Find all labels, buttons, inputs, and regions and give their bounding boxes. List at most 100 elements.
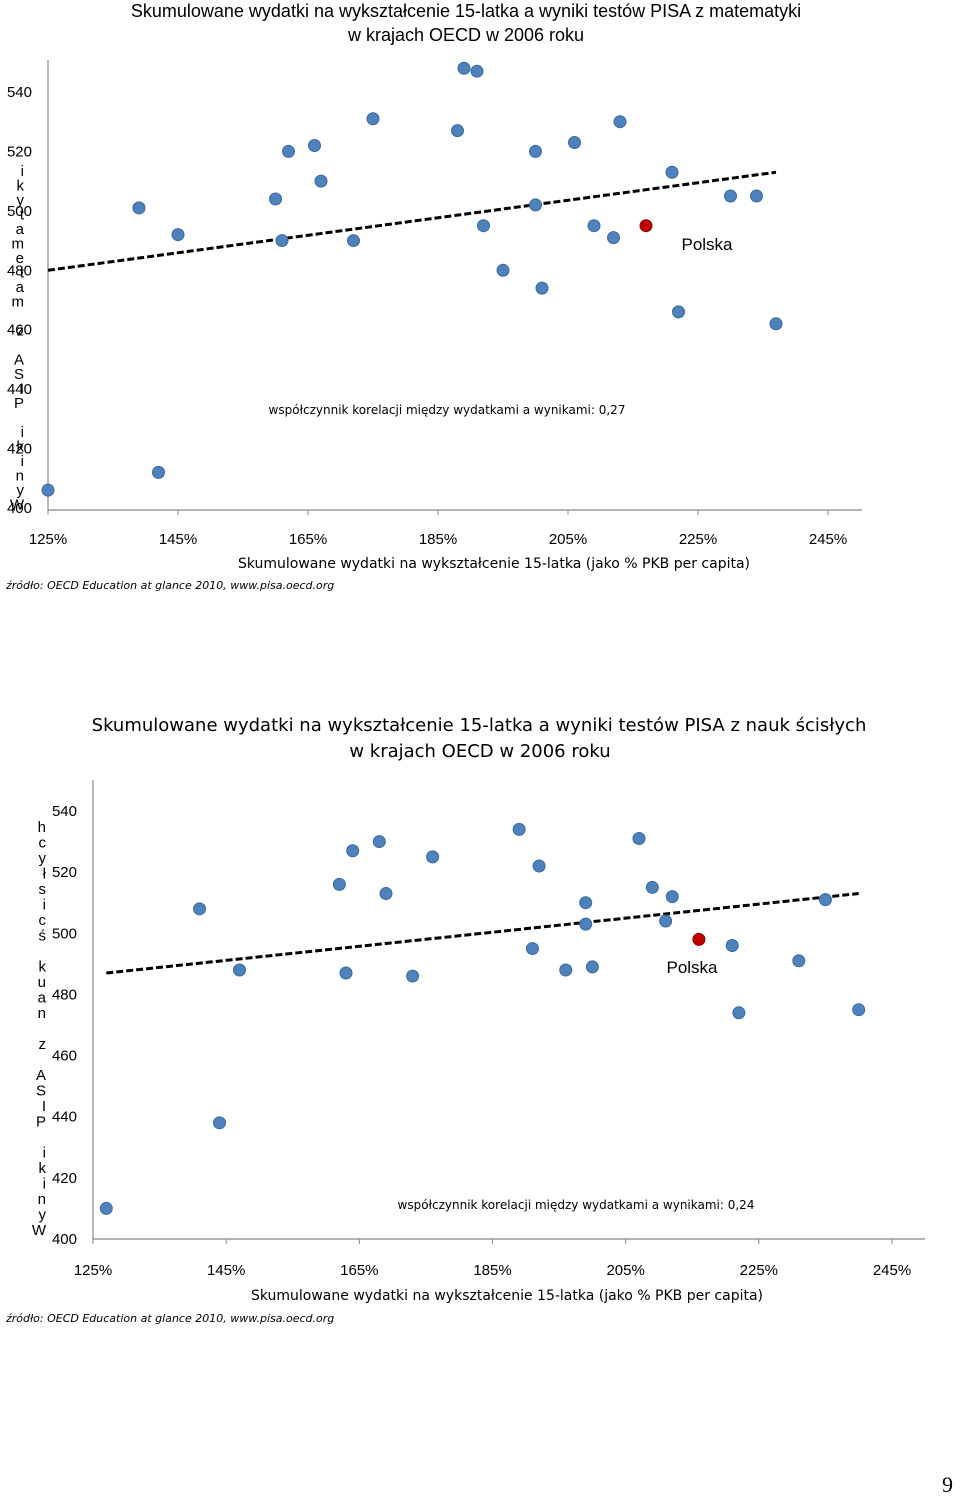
data-points bbox=[41, 61, 783, 497]
data-point bbox=[332, 877, 346, 891]
chart-title-line2: w krajach OECD w 2006 roku bbox=[347, 25, 584, 45]
data-point bbox=[275, 234, 289, 248]
y-axis-title-letter: a bbox=[38, 990, 47, 1007]
data-point bbox=[665, 165, 679, 179]
y-axis-title-letter: i bbox=[43, 1145, 46, 1162]
data-point bbox=[613, 115, 627, 129]
y-tick-label: 500 bbox=[7, 203, 32, 220]
data-point bbox=[41, 483, 55, 497]
data-point bbox=[672, 305, 685, 319]
trend-line bbox=[106, 892, 859, 975]
x-axis-title: Skumulowane wydatki na wykształcenie 15-… bbox=[238, 556, 750, 572]
y-tick-label: 520 bbox=[7, 143, 32, 160]
y-axis-title-letter: a bbox=[16, 221, 25, 238]
y-axis-title-letter: i bbox=[21, 163, 24, 180]
x-tick-label: 145% bbox=[207, 1262, 245, 1279]
chart-axes bbox=[92, 780, 925, 1244]
data-point bbox=[451, 124, 464, 138]
data-point bbox=[372, 835, 386, 849]
y-axis-title-letter: ś bbox=[39, 928, 47, 945]
chart-title-line1: Skumulowane wydatki na wykształcenie 15-… bbox=[92, 715, 867, 736]
highlight-point-polska bbox=[692, 932, 706, 946]
y-axis-title-letter: y bbox=[17, 192, 25, 209]
y-tick-label: 400 bbox=[7, 500, 32, 517]
y-axis-title-letter: m bbox=[12, 294, 25, 311]
data-point bbox=[529, 198, 542, 212]
source-note: źródło: OECD Education at glance 2010, w… bbox=[5, 1312, 334, 1325]
x-tick-label: 165% bbox=[340, 1262, 378, 1279]
data-point bbox=[269, 192, 282, 206]
x-tick-label: 225% bbox=[679, 531, 717, 548]
polska-label: Polska bbox=[681, 235, 733, 254]
y-axis-title-letter: W bbox=[10, 497, 25, 514]
data-point bbox=[818, 893, 832, 907]
y-axis-title-letter: i bbox=[21, 453, 24, 470]
y-axis-title-letter: k bbox=[39, 959, 47, 976]
y-axis-title-letter: a bbox=[16, 279, 25, 296]
data-point bbox=[852, 1003, 866, 1017]
correlation-note: współczynnik korelacji między wydatkami … bbox=[269, 403, 626, 417]
y-axis-title-letter: A bbox=[36, 1067, 46, 1084]
y-axis-title-letter: S bbox=[14, 366, 24, 383]
y-tick-label: 420 bbox=[52, 1170, 77, 1187]
y-axis-title-letter: y bbox=[39, 850, 47, 867]
y-axis-title-letter: t bbox=[20, 265, 25, 282]
data-point bbox=[665, 890, 679, 904]
y-tick-label: 460 bbox=[52, 1048, 77, 1065]
x-axis-title: Skumulowane wydatki na wykształcenie 15-… bbox=[251, 1288, 763, 1304]
chart-math: Skumulowane wydatki na wykształcenie 15-… bbox=[5, 1, 862, 592]
y-axis-title-letter: s bbox=[39, 881, 47, 898]
y-tick-label: 480 bbox=[52, 986, 77, 1003]
y-axis-title-letter: y bbox=[39, 1207, 47, 1224]
highlight-point-polska bbox=[639, 219, 653, 233]
trend-line bbox=[47, 170, 777, 272]
y-axis-title-letter: A bbox=[14, 352, 24, 369]
y-axis-title-letter: c bbox=[39, 912, 47, 929]
y-axis-title-letter: i bbox=[21, 424, 24, 441]
x-tick-labels: 125% 145% 165% 185% 205% 225% 245% bbox=[74, 1262, 911, 1279]
source-note: źródło: OECD Education at glance 2010, w… bbox=[5, 579, 334, 592]
data-point bbox=[366, 112, 380, 126]
data-point bbox=[232, 963, 246, 977]
data-point bbox=[213, 1116, 227, 1130]
x-tick-label: 125% bbox=[29, 531, 67, 548]
y-axis-title-letter: n bbox=[38, 1191, 46, 1208]
y-axis-title-letter: n bbox=[16, 468, 24, 485]
y-axis-title-letter: P bbox=[14, 395, 24, 412]
data-point bbox=[282, 144, 295, 158]
data-point bbox=[308, 138, 321, 152]
y-axis-title-letter: t bbox=[20, 207, 25, 224]
chart-title-line1: Skumulowane wydatki na wykształcenie 15-… bbox=[131, 1, 801, 21]
x-tick-label: 185% bbox=[473, 1262, 511, 1279]
y-axis-title-letter: I bbox=[42, 1098, 46, 1115]
data-point bbox=[525, 942, 539, 956]
data-point bbox=[535, 281, 549, 295]
data-point bbox=[607, 231, 620, 245]
x-tick-labels: 125% 145% 165% 185% 205% 225% 245% bbox=[29, 531, 847, 548]
x-tick-label: 225% bbox=[740, 1262, 778, 1279]
x-tick-label: 145% bbox=[159, 531, 197, 548]
y-axis-title-letter: n bbox=[38, 1005, 46, 1022]
correlation-note: współczynnik korelacji między wydatkami … bbox=[398, 1198, 755, 1212]
data-point bbox=[632, 832, 646, 846]
y-tick-label: 400 bbox=[52, 1231, 77, 1248]
data-point bbox=[792, 954, 806, 968]
data-point bbox=[769, 317, 783, 331]
data-point bbox=[346, 844, 360, 858]
x-tick-label: 205% bbox=[606, 1262, 644, 1279]
data-point bbox=[496, 263, 510, 277]
data-point bbox=[347, 234, 360, 248]
x-tick-label: 165% bbox=[289, 531, 327, 548]
data-point bbox=[732, 1006, 746, 1020]
data-point bbox=[379, 887, 393, 901]
data-point bbox=[587, 219, 601, 233]
data-point bbox=[532, 859, 546, 873]
y-axis-title-letter: i bbox=[43, 897, 46, 914]
data-point bbox=[339, 966, 353, 980]
data-point bbox=[579, 917, 593, 931]
y-tick-label: 540 bbox=[52, 803, 77, 820]
data-point bbox=[193, 902, 207, 916]
y-axis-title-letter: P bbox=[36, 1114, 46, 1131]
chart-axes bbox=[47, 60, 862, 515]
